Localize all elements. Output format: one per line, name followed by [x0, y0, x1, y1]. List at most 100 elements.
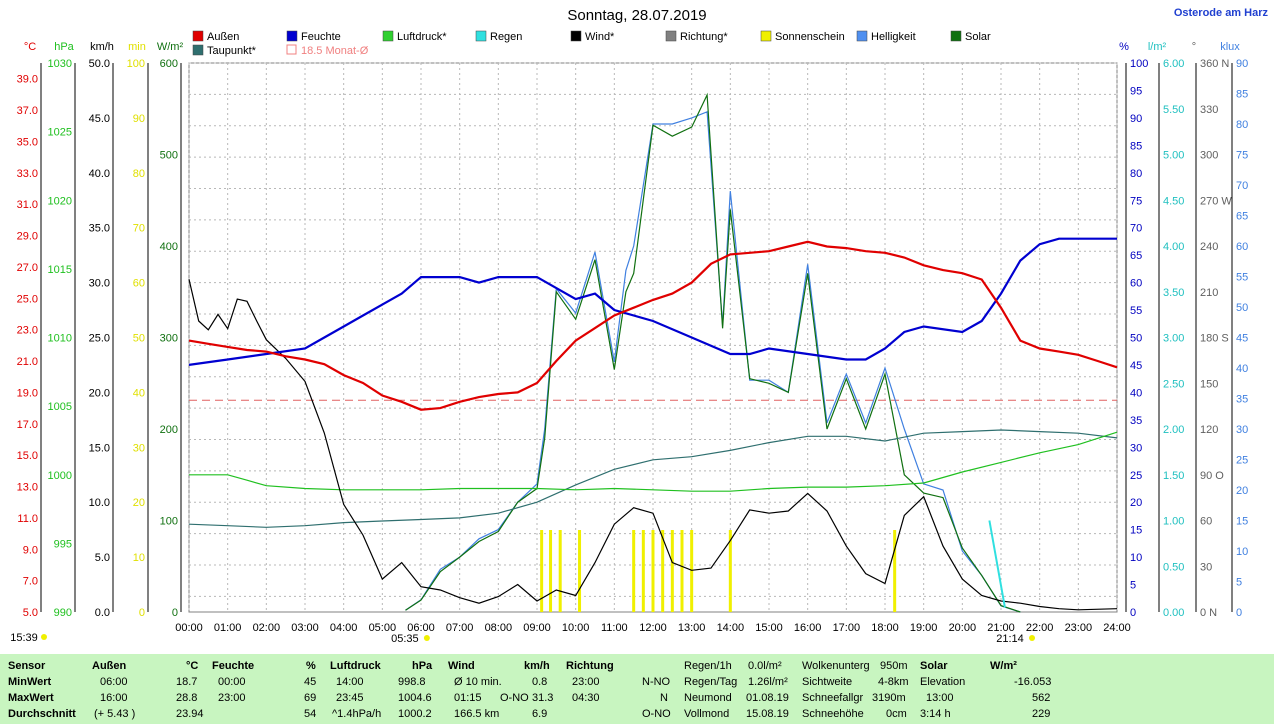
- x-tick-label: 19:00: [910, 622, 938, 634]
- axis-tick-right: 90: [1130, 113, 1142, 125]
- axis-tick-left: 500: [160, 150, 178, 162]
- stat-druck-max: 1004.6: [398, 692, 432, 704]
- sunset-icon: [1029, 635, 1036, 641]
- axis-tick-left: 13.0: [17, 482, 38, 494]
- axis-tick-right: 100: [1130, 58, 1148, 70]
- axis-tick-left: 15.0: [89, 442, 110, 454]
- regen-value-tag: 1.26l/m²: [748, 676, 788, 688]
- x-tick-label: 06:00: [407, 622, 435, 634]
- axis-tick-left: 1030: [48, 58, 72, 70]
- axis-tick-right: 85: [1130, 140, 1142, 152]
- stat-solar-header: Solar: [920, 660, 948, 672]
- axis-tick-right: 10: [1130, 552, 1142, 564]
- legend-label-luftdruck: Luftdruck*: [397, 31, 447, 43]
- legend-label-regen: Regen: [490, 31, 522, 43]
- stat-aussen-unit: °C: [186, 660, 199, 672]
- axis-tick-right: 35: [1236, 394, 1248, 406]
- axis-tick-right: 3.50: [1163, 287, 1184, 299]
- stat-feuchte-max-time: 23:00: [218, 692, 246, 704]
- stat-druck-min: 998.8: [398, 676, 426, 688]
- axis-tick-left: 80: [133, 168, 145, 180]
- weather-chart: Sonntag, 28.07.2019 Osterode am Harz Außen…: [10, 7, 1269, 645]
- x-tick-label: 18:00: [871, 622, 899, 634]
- axis-tick-left: 30.0: [89, 278, 110, 290]
- x-tick-label: 11:00: [601, 622, 628, 634]
- stat-aussen-avg-note: (+ 5.43 ): [94, 708, 136, 720]
- stat-richtung-min-time: 23:00: [572, 676, 600, 688]
- x-tick-label: 13:00: [678, 622, 706, 634]
- statistics-panel: Sensor MinWert MaxWert Durchschnitt Auße…: [0, 654, 1274, 724]
- stat-druck-header: Luftdruck: [330, 660, 381, 672]
- axis-tick-right: 15: [1236, 516, 1248, 528]
- axis-tick-left: 100: [127, 58, 145, 70]
- axis-tick-left: 300: [160, 333, 178, 345]
- axis-tick-right: 270 W: [1200, 195, 1232, 207]
- wolken-value-sicht: 4-8km: [878, 676, 909, 688]
- axis-tick-right: 90 O: [1200, 470, 1224, 482]
- axis-tick-right: 45: [1236, 333, 1248, 345]
- axis-tick-right: 45: [1130, 360, 1142, 372]
- sunrise-label: 05:35: [391, 633, 419, 645]
- solar-label-max-time: 13:00: [926, 692, 954, 704]
- stat-richtung-avg: O-NO: [642, 708, 671, 720]
- row-label-sensor: Sensor: [8, 660, 46, 672]
- axis-tick-right: 330: [1200, 104, 1218, 116]
- axis-tick-left: 39.0: [17, 74, 38, 86]
- axis-tick-left: 7.0: [23, 576, 38, 588]
- series-line-wind: [188, 279, 1118, 611]
- axis-tick-right: 150: [1200, 378, 1218, 390]
- axis-tick-right: 360 N: [1200, 58, 1229, 70]
- axis-tick-left: 11.0: [17, 513, 38, 525]
- axis-tick-right: 180 S: [1200, 333, 1229, 345]
- axis-tick-left: 30: [133, 442, 145, 454]
- axis-tick-right: 40: [1130, 387, 1142, 399]
- axis-tick-left: 37.0: [17, 105, 38, 117]
- legend-swatch-feuchte: [286, 30, 298, 42]
- axis-tick-left: 9.0: [23, 544, 38, 556]
- axis-tick-left: 40.0: [89, 168, 110, 180]
- axis-tick-left: 0: [172, 607, 178, 619]
- regen-label-tag: Regen/Tag: [684, 676, 738, 688]
- legend-swatch-solar: [950, 30, 962, 42]
- axis-tick-left: 70: [133, 223, 145, 235]
- stat-druck-max-time: 23:45: [336, 692, 364, 704]
- legend-swatch-aussen: [192, 30, 204, 42]
- axis-tick-right: 70: [1130, 223, 1142, 235]
- axis-tick-right: 5.50: [1163, 104, 1184, 116]
- legend-label-wind: Wind*: [585, 31, 615, 43]
- axis-tick-right: 5: [1130, 580, 1136, 592]
- axis-unit-left: °C: [24, 41, 36, 53]
- x-tick-label: 10:00: [562, 622, 590, 634]
- legend-label-sonne: Sonnenschein: [775, 31, 845, 43]
- axis-tick-left: 400: [160, 241, 178, 253]
- x-tick-label: 14:00: [717, 622, 745, 634]
- axis-tick-right: 30: [1130, 442, 1142, 454]
- axis-tick-right: 95: [1130, 85, 1142, 97]
- axis-tick-left: 20.0: [89, 387, 110, 399]
- axis-tick-right: 60: [1130, 278, 1142, 290]
- axis-tick-left: 27.0: [17, 262, 38, 274]
- axis-tick-left: 10: [133, 552, 145, 564]
- wolken-value-unterg: 950m: [880, 660, 908, 672]
- axis-tick-right: 65: [1236, 211, 1248, 223]
- legend-label-monat: 18.5 Monat-Ø: [301, 45, 369, 57]
- axis-tick-right: 4.00: [1163, 241, 1184, 253]
- location-label: Osterode am Harz: [1174, 7, 1269, 19]
- axis-tick-left: 50.0: [89, 58, 110, 70]
- axis-tick-left: 1015: [48, 264, 72, 276]
- axis-tick-right: 210: [1200, 287, 1218, 299]
- wolken-label-unterg: Wolkenunterg: [802, 660, 870, 672]
- axis-tick-right: 80: [1236, 119, 1248, 131]
- axis-tick-right: 50: [1130, 333, 1142, 345]
- axis-tick-left: 25.0: [17, 293, 38, 305]
- x-tick-label: 20:00: [949, 622, 977, 634]
- axis-unit-left: min: [128, 41, 146, 53]
- regen-label-1h: Regen/1h: [684, 660, 732, 672]
- regen-label-neumond: Neumond: [684, 692, 732, 704]
- stat-richtung-max-time: 04:30: [572, 692, 600, 704]
- stat-wind-max: 31.3: [532, 692, 554, 704]
- stat-feuchte-avg: 54: [304, 708, 317, 720]
- axis-tick-left: 25.0: [89, 333, 110, 345]
- axis-unit-right: klux: [1220, 41, 1240, 53]
- stat-wind-header: Wind: [448, 660, 475, 672]
